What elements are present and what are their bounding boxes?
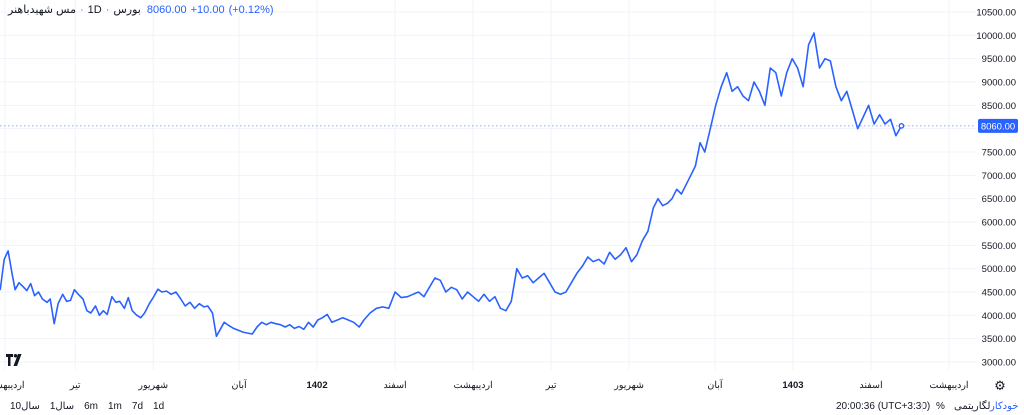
x-tick-label: اسفند — [859, 380, 882, 391]
y-tick-label: 4000.00 — [982, 311, 1016, 322]
legend-change-percent: (+0.12%) — [228, 4, 274, 16]
y-tick-label: 5500.00 — [982, 241, 1016, 252]
bottom-toolbar: 10سال 1سال 6m 1m 7d 1d 20:00:36 (UTC+3:3… — [0, 399, 1024, 415]
x-tick-label: 1403 — [782, 380, 803, 391]
range-7d-button[interactable]: 7d — [131, 401, 144, 412]
x-tick-label: تیر — [545, 380, 557, 391]
y-tick-label: 10500.00 — [976, 8, 1016, 19]
range-selector: 10سال 1سال 6m 1m 7d 1d — [10, 399, 174, 415]
symbol-name[interactable]: مس شهیدباهنر — [8, 4, 76, 16]
toolbar-divider — [922, 402, 923, 412]
range-1d-button[interactable]: 1d — [153, 401, 165, 412]
y-tick-label: 3000.00 — [982, 358, 1016, 369]
x-tick-label: اردیبهشت — [454, 380, 493, 391]
y-tick-label: 5000.00 — [982, 264, 1016, 275]
range-6m-button[interactable]: 6m — [84, 401, 98, 412]
tradingview-logo-icon[interactable] — [6, 354, 24, 366]
percent-scale-toggle[interactable]: % — [936, 401, 945, 412]
x-tick-label: اردیبهشت — [0, 380, 25, 391]
y-axis[interactable]: 10500.0010000.009500.009000.008500.00800… — [976, 8, 1016, 369]
y-tick-label: 9500.00 — [982, 54, 1016, 65]
x-tick-label: تیر — [69, 380, 81, 391]
x-tick-label: شهریور — [613, 380, 644, 391]
last-price-dot — [898, 122, 905, 129]
interval-label[interactable]: 1D — [87, 4, 102, 16]
gear-icon[interactable]: ⚙ — [994, 378, 1006, 393]
y-tick-label: 4500.00 — [982, 288, 1016, 299]
exchange-label: بورس — [113, 4, 141, 16]
legend-separator: · — [79, 4, 84, 16]
y-tick-label: 3500.00 — [982, 334, 1016, 345]
y-tick-label: 7000.00 — [982, 171, 1016, 182]
y-tick-label: 6000.00 — [982, 218, 1016, 229]
x-tick-label: 1402 — [306, 380, 327, 391]
legend-price: 8060.00 — [146, 4, 187, 16]
chart-legend: مس شهیدباهنر · 1D · بورس 8060.00 +10.00 … — [8, 3, 274, 17]
legend-change: +10.00 — [190, 4, 225, 16]
timezone-clock[interactable]: 20:00:36 (UTC+3:30) — [836, 401, 931, 412]
legend-separator: · — [105, 4, 110, 16]
range-10y-button[interactable]: 10سال — [10, 401, 40, 412]
x-axis[interactable]: اردیبهشت تیر شهریور آبان 1402 اسفند اردیبهشت تی… — [0, 378, 969, 391]
y-tick-label: 6500.00 — [982, 194, 1016, 205]
last-price-tag: 8060.00 — [978, 118, 1018, 133]
log-scale-toggle[interactable]: لگاریتمی — [954, 401, 991, 412]
price-line-series — [0, 32, 903, 338]
range-1y-button[interactable]: 1سال — [49, 401, 75, 412]
auto-scale-toggle[interactable]: خودکار — [990, 401, 1019, 412]
chart-grid — [0, 0, 976, 370]
y-tick-label: 8500.00 — [982, 101, 1016, 112]
last-price-label: 8060.00 — [981, 121, 1015, 132]
x-tick-label: شهریور — [137, 380, 168, 391]
y-tick-label: 9000.00 — [982, 78, 1016, 89]
y-tick-label: 7500.00 — [982, 148, 1016, 159]
x-tick-label: اسفند — [383, 380, 406, 391]
y-tick-label: 10000.00 — [976, 31, 1016, 42]
range-1m-button[interactable]: 1m — [108, 401, 122, 412]
x-tick-label: اردیبهشت — [929, 380, 968, 391]
x-tick-label: آبان — [231, 378, 248, 391]
x-tick-label: آبان — [707, 378, 724, 391]
